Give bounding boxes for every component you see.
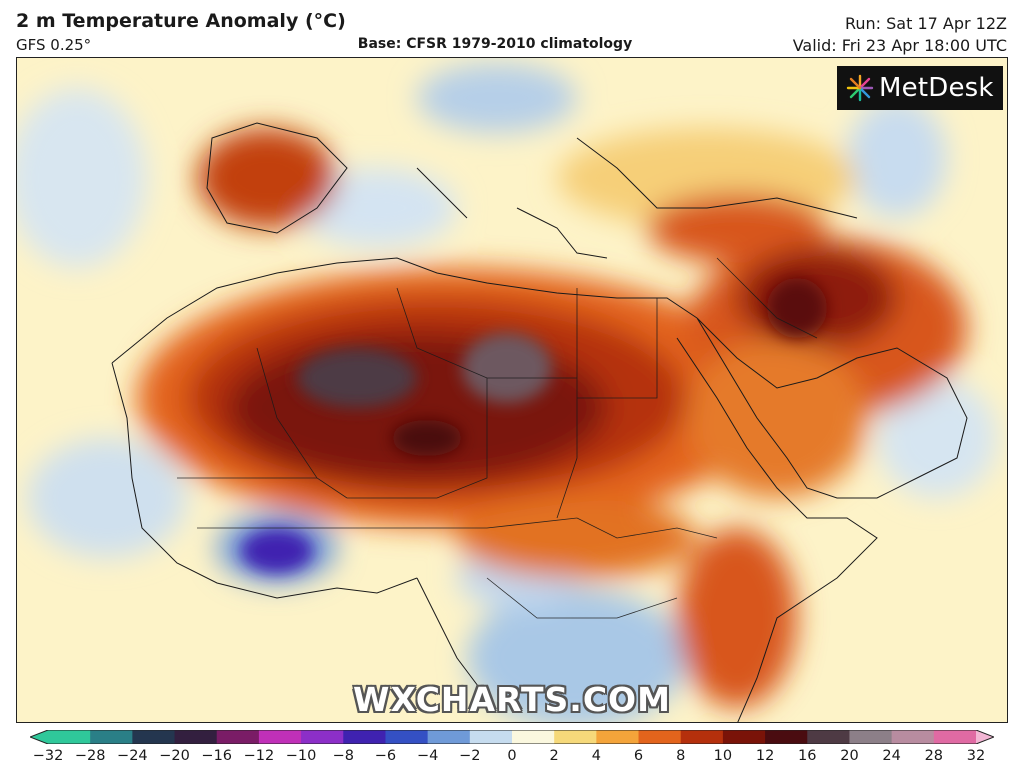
- colorbar-segment: [722, 730, 766, 744]
- colorbar-segment: [512, 730, 555, 744]
- colorbar-tick-label: 8: [676, 748, 686, 764]
- colorbar-segment: [765, 730, 808, 744]
- starburst-logo-icon: [846, 74, 874, 102]
- colorbar-segment: [258, 730, 302, 744]
- colorbar-segment: [638, 730, 682, 744]
- colorbar-tick-label: 0: [507, 748, 517, 764]
- colorbar-segment: [90, 730, 133, 744]
- valid-time-label: Valid: Fri 23 Apr 18:00 UTC: [792, 36, 1007, 55]
- colorbar-tick-label: 16: [798, 748, 817, 764]
- colorbar-tick-label: −6: [374, 748, 397, 764]
- colorbar-segment: [301, 730, 344, 744]
- colorbar-tick-label: 2: [549, 748, 559, 764]
- colorbar-segment: [891, 730, 935, 744]
- colorbar-tick-label: 24: [882, 748, 901, 764]
- colorbar-tick-label: 6: [633, 748, 644, 764]
- colorbar-tick-label: 20: [840, 748, 859, 764]
- colorbar-segment: [680, 730, 724, 744]
- base-climatology-label: Base: CFSR 1979-2010 climatology: [357, 36, 633, 52]
- watermark: WXCHARTS.COM: [353, 680, 671, 719]
- colorbar: [30, 730, 994, 744]
- colorbar-segment: [132, 730, 176, 744]
- colorbar-tick-label: 12: [755, 748, 775, 764]
- colorbar-tick-label: −10: [285, 748, 317, 764]
- metdesk-logo: MetDesk: [837, 66, 1003, 110]
- colorbar-segment: [343, 730, 386, 744]
- colorbar-segment: [933, 730, 977, 744]
- colorbar-segment: [849, 730, 893, 744]
- anomaly-map-graphic: [17, 58, 1007, 722]
- colorbar-segment: [385, 730, 429, 744]
- colorbar-ticks: −32 −28 −24 −20 −16 −12 −10 −8 −6 −4 −2 0 2 4 6 8 10 12 16…: [0, 748, 1024, 772]
- colorbar-segment: [216, 730, 260, 744]
- colorbar-tick-label: 28: [924, 748, 944, 764]
- colorbar-segment: [807, 730, 850, 744]
- colorbar-segment: [469, 730, 513, 744]
- colorbar-tick-label: −12: [243, 748, 275, 764]
- colorbar-tick-label: −8: [332, 748, 354, 764]
- colorbar-arrow-max: [976, 730, 994, 744]
- map-title: 2 m Temperature Anomaly (°C): [16, 10, 346, 32]
- colorbar-tick-label: −2: [459, 748, 481, 764]
- anomaly-map: [16, 57, 1008, 723]
- colorbar-segment: [174, 730, 218, 744]
- colorbar-tick-label: −28: [74, 748, 106, 764]
- colorbar-tick-label: 4: [591, 748, 601, 764]
- colorbar-segment: [554, 730, 597, 744]
- run-time-label: Run: Sat 17 Apr 12Z: [844, 14, 1007, 33]
- colorbar-segment: [596, 730, 640, 744]
- colorbar-tick-label: −20: [159, 748, 190, 764]
- colorbar-segment: [427, 730, 471, 744]
- colorbar-tick-label: −4: [416, 748, 439, 764]
- colorbar-segment: [48, 730, 91, 744]
- colorbar-tick-label: −24: [117, 748, 148, 764]
- model-label: GFS 0.25°: [16, 36, 92, 54]
- colorbar-arrow-min: [30, 730, 48, 744]
- colorbar-tick-label: −32: [32, 748, 64, 764]
- colorbar-tick-label: −16: [201, 748, 233, 764]
- colorbar-tick-label: 10: [713, 748, 733, 764]
- logo-text: MetDesk: [879, 73, 994, 103]
- colorbar-tick-label: 32: [966, 748, 986, 764]
